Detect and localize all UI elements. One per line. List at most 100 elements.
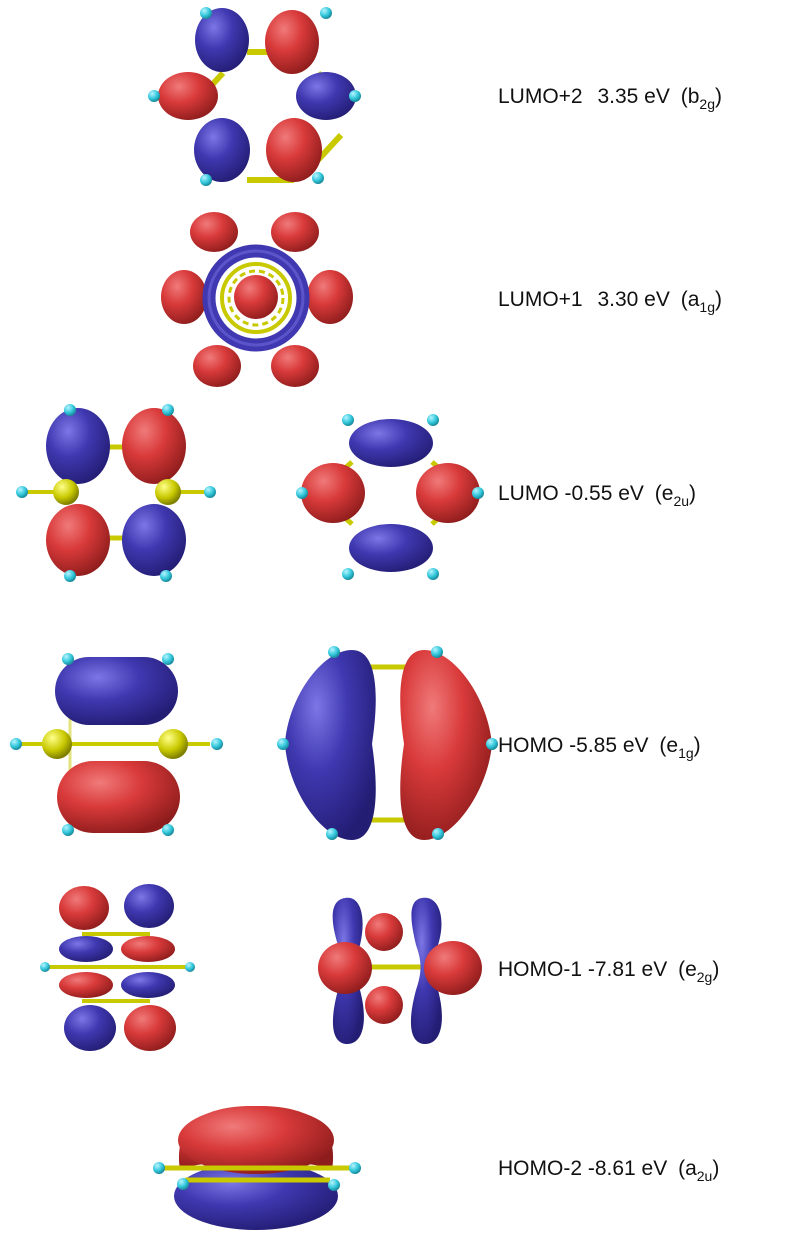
paren-close: )	[694, 734, 701, 757]
negative-lobe	[124, 884, 174, 928]
bond	[227, 269, 285, 327]
hydrogen-atom	[328, 646, 340, 658]
label-homo: HOMO -5.85 eV (e1g)	[498, 734, 701, 761]
paren-open: (	[681, 288, 688, 311]
hydrogen-atom	[62, 653, 74, 665]
symmetry-sub: 1g	[678, 745, 694, 761]
negative-lobe	[59, 936, 113, 962]
positive-lobe	[266, 118, 322, 182]
positive-lobe	[400, 650, 492, 840]
positive-lobe	[265, 10, 319, 74]
positive-lobe	[124, 1005, 176, 1051]
orbital-lumo-plus-2-view	[148, 7, 361, 186]
hydrogen-atom	[349, 90, 361, 102]
negative-lobe	[46, 408, 110, 484]
label-lumo-plus-1: LUMO+1 3.30 eV (a1g)	[498, 288, 722, 315]
orbital-homo-view-1	[10, 653, 223, 836]
hydrogen-atom	[204, 486, 216, 498]
hydrogen-atom	[153, 1162, 165, 1174]
symmetry-sub: 2u	[697, 1168, 713, 1184]
positive-lobe	[121, 936, 175, 962]
negative-lobe	[121, 972, 175, 998]
positive-lobe	[193, 345, 241, 387]
orbital-energy: -8.61 eV	[588, 1157, 667, 1180]
carbon-atom	[53, 479, 79, 505]
symmetry-sub: 2g	[699, 96, 715, 112]
hydrogen-atom	[62, 824, 74, 836]
symmetry-sub: 2g	[697, 969, 713, 985]
positive-lobe	[190, 212, 238, 252]
positive-lobe	[178, 1106, 334, 1174]
orbital-energy: -7.81 eV	[588, 958, 667, 981]
bond	[45, 932, 190, 1003]
hydrogen-atom	[40, 962, 50, 972]
symmetry-main: b	[688, 85, 700, 108]
orbital-energy: 3.30 eV	[597, 288, 669, 311]
negative-lobe	[296, 72, 356, 120]
hydrogen-atom	[148, 90, 160, 102]
hydrogen-atom	[342, 414, 354, 426]
negative-lobe	[349, 419, 433, 467]
positive-lobe	[158, 72, 218, 120]
positive-lobe	[365, 913, 403, 951]
paren-open: (	[678, 1157, 685, 1180]
positive-lobe	[122, 408, 186, 484]
hydrogen-atom	[162, 653, 174, 665]
hydrogen-atom	[328, 1179, 340, 1191]
positive-lobe	[416, 463, 480, 523]
negative-lobe	[207, 249, 305, 347]
symmetry-sub: 1g	[699, 299, 715, 315]
label-lumo-plus-2: LUMO+2 3.35 eV (b2g)	[498, 85, 722, 112]
hydrogen-atom	[64, 404, 76, 416]
negative-lobe	[195, 8, 249, 72]
hydrogen-atom	[486, 738, 498, 750]
orbital-lumo-plus-1-view	[161, 212, 353, 387]
hydrogen-atom	[200, 7, 212, 19]
positive-lobe	[234, 275, 278, 319]
orbital-homo-2-view	[153, 1105, 361, 1230]
symmetry-main: e	[685, 958, 697, 981]
negative-lobe	[194, 118, 250, 182]
orbital-energy: 3.35 eV	[597, 85, 669, 108]
positive-lobe	[318, 942, 372, 994]
orbital-homo-1-view-2	[318, 897, 482, 1045]
orbital-lumo-view-1	[16, 404, 216, 582]
hydrogen-atom	[296, 487, 308, 499]
positive-lobe	[424, 941, 482, 995]
symmetry-main: e	[662, 482, 674, 505]
positive-lobe	[307, 270, 353, 324]
orbital-name: LUMO	[498, 482, 559, 505]
positive-lobe	[271, 212, 319, 252]
hydrogen-atom	[427, 568, 439, 580]
positive-lobe	[59, 972, 113, 998]
orbital-name: HOMO	[498, 734, 563, 757]
paren-open: (	[655, 482, 662, 505]
orbital-name: LUMO+1	[498, 288, 583, 311]
hydrogen-atom	[10, 738, 22, 750]
orbital-name: LUMO+2	[498, 85, 583, 108]
bond	[220, 262, 292, 334]
hydrogen-atom	[162, 404, 174, 416]
orbital-energy: -5.85 eV	[569, 734, 648, 757]
hydrogen-atom	[277, 738, 289, 750]
hydrogen-atom	[326, 828, 338, 840]
positive-lobe	[365, 986, 403, 1024]
negative-lobe	[64, 1005, 116, 1051]
hydrogen-atom	[320, 7, 332, 19]
hydrogen-atom	[472, 487, 484, 499]
label-lumo: LUMO -0.55 eV (e2u)	[498, 482, 696, 509]
carbon-atom	[155, 479, 181, 505]
orbital-name: HOMO-1	[498, 958, 582, 981]
paren-close: )	[689, 482, 696, 505]
negative-lobe	[122, 504, 186, 576]
carbon-atom	[42, 729, 72, 759]
paren-open: (	[681, 85, 688, 108]
hydrogen-atom	[349, 1162, 361, 1174]
positive-lobe	[301, 463, 365, 523]
negative-lobe	[349, 524, 433, 572]
hydrogen-atom	[160, 570, 172, 582]
symmetry-main: a	[685, 1157, 697, 1180]
hydrogen-atom	[431, 646, 443, 658]
symmetry-main: a	[688, 288, 700, 311]
